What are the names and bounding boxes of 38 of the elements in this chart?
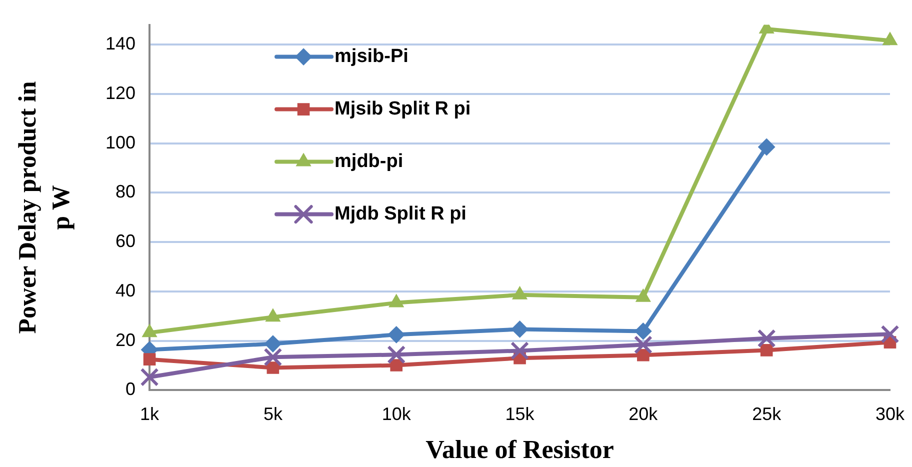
y-axis-title: Power Delay product in p W [14,81,76,334]
point [757,329,776,348]
y-tick-label: 140 [105,34,136,54]
point [634,322,652,340]
x-tick-label: 30k [875,404,906,424]
x-tick-label: 10k [382,404,412,424]
point [511,320,528,338]
point [510,341,530,360]
point [880,324,900,344]
point [760,344,773,356]
y-tick-label: 40 [116,280,136,300]
y-tick-label: 20 [116,330,136,350]
point [637,348,650,362]
point [388,326,405,344]
point [264,348,282,366]
x-tick-label: 25k [752,404,782,424]
point [758,138,776,156]
y-tick-label: 120 [105,82,136,103]
y-tick-label: 80 [116,182,136,202]
point [390,359,403,372]
point [140,368,159,386]
point [387,345,406,364]
y-tick-label: 0 [126,379,136,400]
point [143,353,156,366]
point [634,335,652,354]
x-tick-label: 20k [628,404,659,424]
legend-label: Mjsib Split R pi [334,98,471,120]
x-axis-title: Value of Resistor [426,435,614,464]
x-tick-label: 5k [263,404,284,424]
legend-label: mjdb-pi [334,151,404,172]
y-tick-label: 60 [116,231,136,252]
x-tick-label: 1k [140,404,160,424]
point [264,335,282,352]
y-tick-label: 100 [105,132,136,152]
point [266,362,280,374]
legend-label: mjsib-Pi [334,46,408,68]
legend-label: Mjdb Split R pi [334,204,466,225]
x-tick-label: 15k [505,404,536,424]
